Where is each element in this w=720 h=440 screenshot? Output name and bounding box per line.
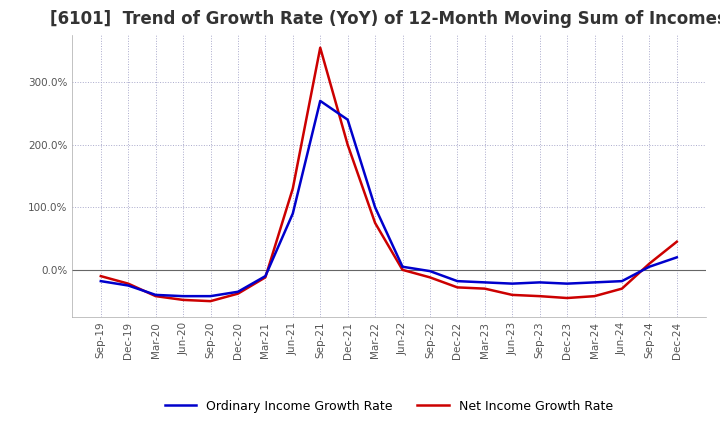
- Ordinary Income Growth Rate: [618, 279, 626, 284]
- Net Income Growth Rate: [124, 281, 132, 286]
- Net Income Growth Rate: [206, 298, 215, 304]
- Net Income Growth Rate: [645, 261, 654, 266]
- Ordinary Income Growth Rate: [289, 211, 297, 216]
- Ordinary Income Growth Rate: [426, 268, 434, 274]
- Ordinary Income Growth Rate: [151, 292, 160, 297]
- Net Income Growth Rate: [96, 274, 105, 279]
- Ordinary Income Growth Rate: [645, 264, 654, 269]
- Net Income Growth Rate: [672, 239, 681, 244]
- Ordinary Income Growth Rate: [371, 205, 379, 210]
- Net Income Growth Rate: [371, 220, 379, 226]
- Net Income Growth Rate: [426, 275, 434, 280]
- Ordinary Income Growth Rate: [590, 280, 599, 285]
- Net Income Growth Rate: [316, 45, 325, 50]
- Legend: Ordinary Income Growth Rate, Net Income Growth Rate: Ordinary Income Growth Rate, Net Income …: [160, 395, 618, 418]
- Line: Net Income Growth Rate: Net Income Growth Rate: [101, 48, 677, 301]
- Ordinary Income Growth Rate: [398, 264, 407, 269]
- Net Income Growth Rate: [398, 267, 407, 272]
- Ordinary Income Growth Rate: [316, 98, 325, 103]
- Ordinary Income Growth Rate: [453, 279, 462, 284]
- Ordinary Income Growth Rate: [672, 255, 681, 260]
- Net Income Growth Rate: [233, 291, 242, 296]
- Net Income Growth Rate: [261, 275, 270, 280]
- Ordinary Income Growth Rate: [233, 289, 242, 294]
- Net Income Growth Rate: [590, 293, 599, 299]
- Net Income Growth Rate: [508, 292, 516, 297]
- Net Income Growth Rate: [480, 286, 489, 291]
- Ordinary Income Growth Rate: [124, 283, 132, 288]
- Ordinary Income Growth Rate: [508, 281, 516, 286]
- Net Income Growth Rate: [343, 142, 352, 147]
- Net Income Growth Rate: [179, 297, 187, 303]
- Ordinary Income Growth Rate: [96, 279, 105, 284]
- Net Income Growth Rate: [563, 295, 572, 301]
- Net Income Growth Rate: [536, 293, 544, 299]
- Ordinary Income Growth Rate: [536, 280, 544, 285]
- Ordinary Income Growth Rate: [261, 274, 270, 279]
- Net Income Growth Rate: [618, 286, 626, 291]
- Ordinary Income Growth Rate: [206, 293, 215, 299]
- Ordinary Income Growth Rate: [179, 293, 187, 299]
- Net Income Growth Rate: [289, 186, 297, 191]
- Line: Ordinary Income Growth Rate: Ordinary Income Growth Rate: [101, 101, 677, 296]
- Ordinary Income Growth Rate: [563, 281, 572, 286]
- Title: [6101]  Trend of Growth Rate (YoY) of 12-Month Moving Sum of Incomes: [6101] Trend of Growth Rate (YoY) of 12-…: [50, 10, 720, 28]
- Ordinary Income Growth Rate: [343, 117, 352, 122]
- Net Income Growth Rate: [453, 285, 462, 290]
- Ordinary Income Growth Rate: [480, 280, 489, 285]
- Net Income Growth Rate: [151, 293, 160, 299]
